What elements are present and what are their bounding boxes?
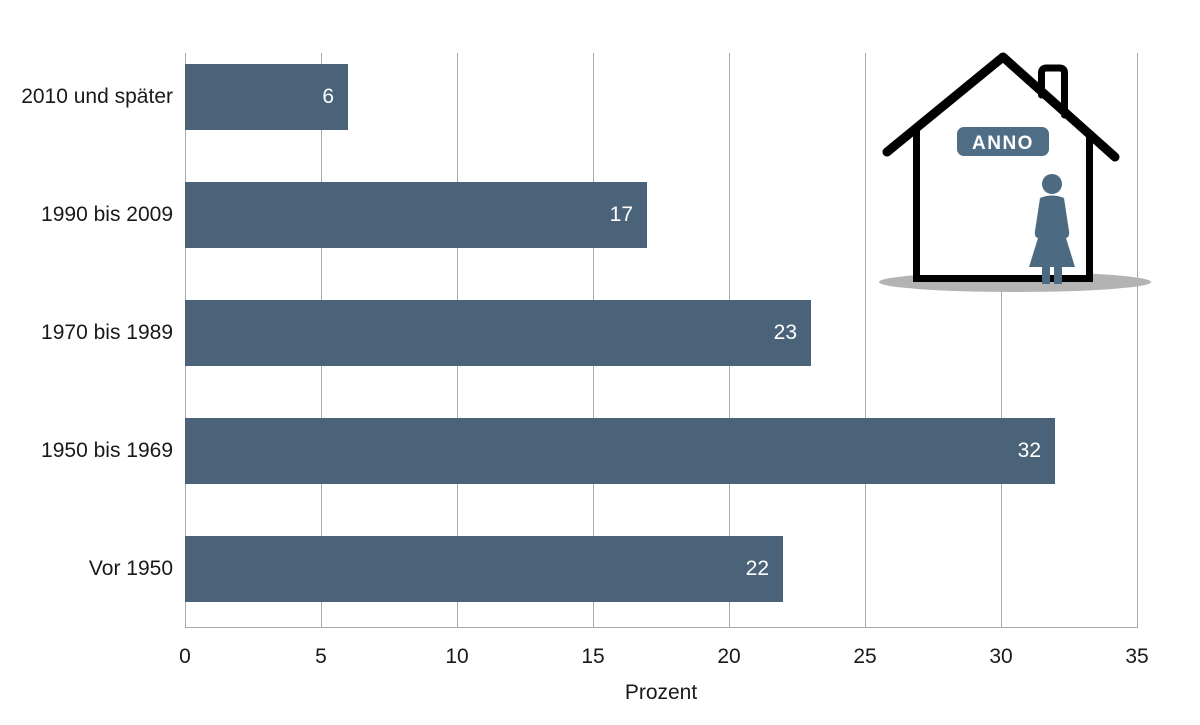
woman-right-leg: [1054, 267, 1062, 284]
y-axis-category-label: 1990 bis 2009: [41, 203, 173, 226]
x-axis-tick-label: 20: [717, 645, 741, 668]
gridline-x-35: [1137, 53, 1138, 628]
x-axis-tick-label: 15: [581, 645, 605, 668]
bar-value-label: 17: [609, 203, 633, 226]
bar-4: 22: [185, 536, 783, 602]
bar-value-label: 6: [322, 85, 334, 108]
x-axis-tick-label: 10: [445, 645, 469, 668]
x-axis-tick-label: 5: [315, 645, 327, 668]
x-axis-tick-label: 30: [989, 645, 1013, 668]
bar-3: 32: [185, 418, 1055, 484]
x-axis-tick-label: 25: [853, 645, 877, 668]
anno-house-icon: ANNO: [879, 52, 1151, 292]
roof-icon: [882, 52, 1120, 162]
bar-1: 17: [185, 182, 647, 248]
anno-badge: [957, 127, 1049, 156]
x-axis-title: Prozent: [624, 681, 698, 704]
y-axis-category-label: Vor 1950: [88, 557, 173, 580]
gridline-x-25: [865, 53, 866, 628]
y-axis-category-label: 1970 bis 1989: [41, 321, 173, 344]
y-axis-category-label: 2010 und später: [21, 85, 173, 108]
y-axis-labels: 2010 und später 1990 bis 2009 1970 bis 198…: [0, 0, 173, 725]
woman-dress: [1029, 195, 1075, 267]
anno-badge-label: ANNO: [972, 133, 1034, 154]
house-walls: [913, 127, 1093, 282]
woman-figure-icon: [1029, 174, 1075, 284]
gridline-x-30: [1001, 53, 1002, 628]
bar-value-label: 23: [773, 321, 797, 344]
bar-value-label: 32: [1017, 439, 1041, 462]
x-axis-tick-label: 0: [179, 645, 191, 668]
woman-head: [1042, 174, 1062, 194]
bar-value-label: 22: [745, 557, 769, 580]
x-axis-line: [185, 627, 1138, 628]
bar-0: 6: [185, 64, 348, 130]
x-axis-tick-label: 35: [1125, 645, 1149, 668]
plot-area: 6 17 23 32 22: [185, 53, 1138, 628]
y-axis-category-label: 1950 bis 1969: [41, 439, 173, 462]
bar-2: 23: [185, 300, 811, 366]
woman-left-leg: [1042, 267, 1050, 284]
